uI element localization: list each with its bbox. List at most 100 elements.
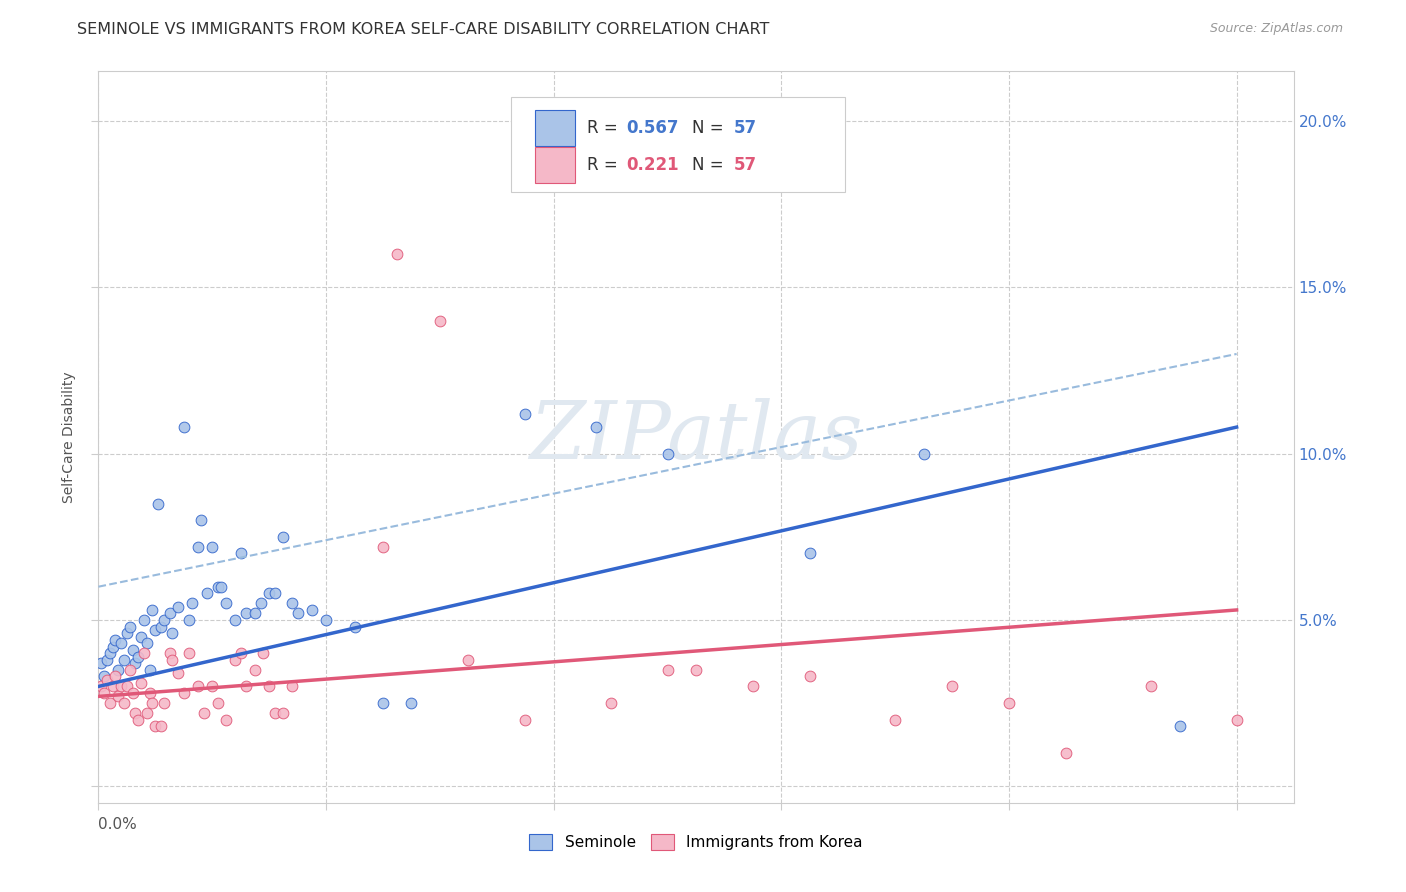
- Point: [93, 686, 115, 700]
- Point: [281, 680, 304, 694]
- Point: [135, 636, 157, 650]
- Point: [585, 420, 607, 434]
- Point: [941, 680, 963, 694]
- Point: [1054, 746, 1077, 760]
- Point: [187, 540, 209, 554]
- Point: [118, 663, 141, 677]
- Point: [998, 696, 1021, 710]
- Point: [107, 663, 129, 677]
- Point: [207, 696, 229, 710]
- Point: [252, 646, 274, 660]
- Text: R =: R =: [588, 119, 623, 137]
- Point: [799, 546, 821, 560]
- Point: [224, 653, 246, 667]
- Point: [229, 546, 252, 560]
- Point: [229, 646, 252, 660]
- Point: [129, 676, 152, 690]
- Text: R =: R =: [588, 155, 623, 174]
- Point: [281, 596, 304, 610]
- FancyBboxPatch shape: [534, 146, 575, 183]
- Point: [96, 673, 118, 687]
- Point: [138, 663, 160, 677]
- Point: [104, 632, 127, 647]
- Point: [243, 607, 266, 621]
- Text: N =: N =: [692, 119, 730, 137]
- Point: [741, 680, 763, 694]
- Point: [96, 653, 118, 667]
- Point: [104, 669, 127, 683]
- Point: [90, 680, 112, 694]
- Point: [153, 613, 176, 627]
- Point: [143, 623, 166, 637]
- Point: [173, 686, 195, 700]
- Point: [215, 713, 238, 727]
- Point: [912, 447, 935, 461]
- Point: [179, 613, 201, 627]
- Point: [249, 596, 271, 610]
- Point: [162, 626, 184, 640]
- Point: [93, 669, 115, 683]
- Point: [1140, 680, 1163, 694]
- Point: [201, 680, 224, 694]
- Point: [1168, 719, 1191, 733]
- Point: [371, 696, 394, 710]
- Point: [224, 613, 246, 627]
- FancyBboxPatch shape: [510, 97, 845, 192]
- Point: [685, 663, 707, 677]
- Point: [457, 653, 479, 667]
- Point: [315, 613, 337, 627]
- Point: [127, 649, 149, 664]
- Point: [187, 680, 209, 694]
- Point: [215, 596, 238, 610]
- Point: [101, 680, 124, 694]
- Point: [135, 706, 157, 720]
- Point: [98, 646, 121, 660]
- Legend: Seminole, Immigrants from Korea: Seminole, Immigrants from Korea: [530, 834, 862, 850]
- Point: [167, 666, 190, 681]
- Point: [257, 586, 280, 600]
- Text: 0.221: 0.221: [627, 155, 679, 174]
- Point: [657, 663, 679, 677]
- Point: [127, 713, 149, 727]
- Point: [115, 626, 138, 640]
- Point: [243, 663, 266, 677]
- Point: [195, 586, 218, 600]
- Text: ZIPatlas: ZIPatlas: [529, 399, 863, 475]
- Y-axis label: Self-Care Disability: Self-Care Disability: [62, 371, 76, 503]
- Point: [110, 636, 132, 650]
- Text: SEMINOLE VS IMMIGRANTS FROM KOREA SELF-CARE DISABILITY CORRELATION CHART: SEMINOLE VS IMMIGRANTS FROM KOREA SELF-C…: [77, 22, 769, 37]
- Point: [132, 646, 155, 660]
- Point: [138, 686, 160, 700]
- Point: [1226, 713, 1249, 727]
- Point: [150, 719, 173, 733]
- Point: [121, 686, 143, 700]
- Point: [343, 619, 366, 633]
- Point: [657, 447, 679, 461]
- Point: [141, 603, 163, 617]
- Point: [207, 580, 229, 594]
- Point: [148, 497, 170, 511]
- Point: [141, 696, 163, 710]
- Point: [110, 680, 132, 694]
- Point: [162, 653, 184, 667]
- Point: [429, 314, 451, 328]
- Point: [167, 599, 190, 614]
- Point: [90, 656, 112, 670]
- Point: [401, 696, 423, 710]
- Point: [159, 646, 181, 660]
- Point: [799, 669, 821, 683]
- Point: [301, 603, 323, 617]
- Point: [209, 580, 232, 594]
- Point: [263, 706, 285, 720]
- Point: [115, 680, 138, 694]
- Point: [173, 420, 195, 434]
- Point: [190, 513, 212, 527]
- Text: 57: 57: [734, 119, 758, 137]
- Point: [257, 680, 280, 694]
- Point: [287, 607, 309, 621]
- Text: 57: 57: [734, 155, 758, 174]
- Point: [129, 630, 152, 644]
- Point: [153, 696, 176, 710]
- Point: [107, 690, 129, 704]
- Point: [273, 706, 295, 720]
